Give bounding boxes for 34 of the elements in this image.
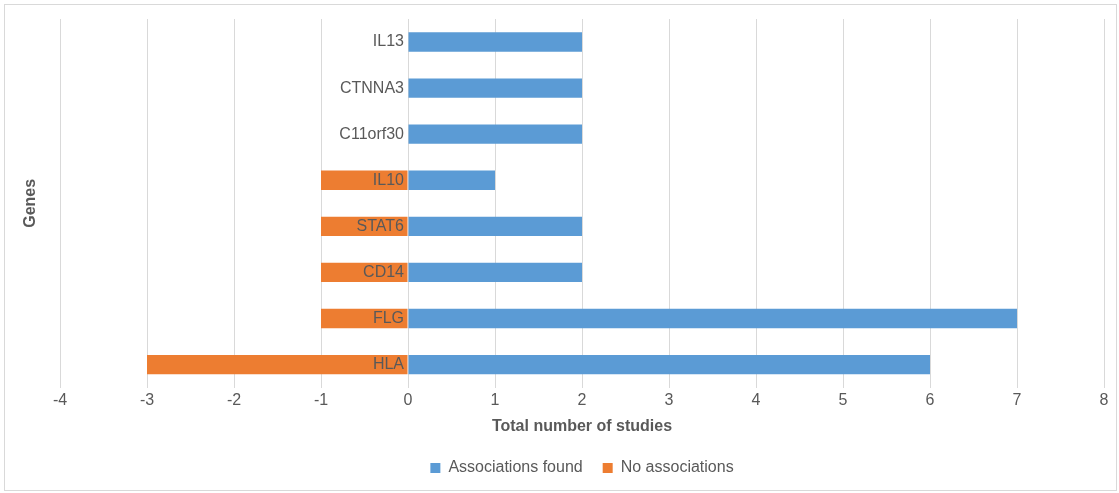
y-tick-label: CD14 bbox=[363, 262, 405, 280]
bar bbox=[408, 78, 582, 98]
x-tick-label: -4 bbox=[52, 390, 68, 408]
x-tick-label: 8 bbox=[1099, 390, 1109, 408]
x-tick-label: 7 bbox=[1012, 390, 1022, 408]
x-tick-label: -1 bbox=[313, 390, 329, 408]
x-tick-label: 1 bbox=[490, 390, 500, 408]
y-tick-label: FLG bbox=[372, 308, 404, 326]
legend-label: Associations found bbox=[448, 458, 583, 476]
bar bbox=[408, 32, 582, 52]
y-tick-label: C11orf30 bbox=[339, 124, 405, 142]
bar bbox=[408, 262, 582, 283]
x-axis-title: Total number of studies bbox=[491, 416, 673, 434]
bar bbox=[408, 354, 930, 375]
bar bbox=[408, 216, 582, 237]
x-tick-label: -2 bbox=[226, 390, 242, 408]
y-tick-label: CTNNA3 bbox=[339, 78, 405, 96]
y-tick-label: HLA bbox=[372, 354, 405, 372]
bar bbox=[408, 124, 582, 144]
y-tick-label: STAT6 bbox=[356, 216, 405, 234]
y-tick-label: IL10 bbox=[372, 170, 405, 188]
x-tick-label: 5 bbox=[838, 390, 848, 408]
y-tick-label: IL13 bbox=[372, 32, 405, 50]
y-axis-title: Genes bbox=[21, 178, 39, 228]
x-tick-label: 6 bbox=[925, 390, 935, 408]
x-tick-label: 2 bbox=[577, 390, 587, 408]
x-tick-label: 3 bbox=[664, 390, 674, 408]
x-tick-label: -3 bbox=[139, 390, 155, 408]
bar bbox=[147, 354, 408, 375]
x-tick-label: 0 bbox=[403, 390, 413, 408]
bar bbox=[408, 170, 495, 190]
legend-label: No associations bbox=[620, 458, 734, 476]
bar bbox=[408, 308, 1017, 329]
x-tick-label: 4 bbox=[751, 390, 761, 408]
